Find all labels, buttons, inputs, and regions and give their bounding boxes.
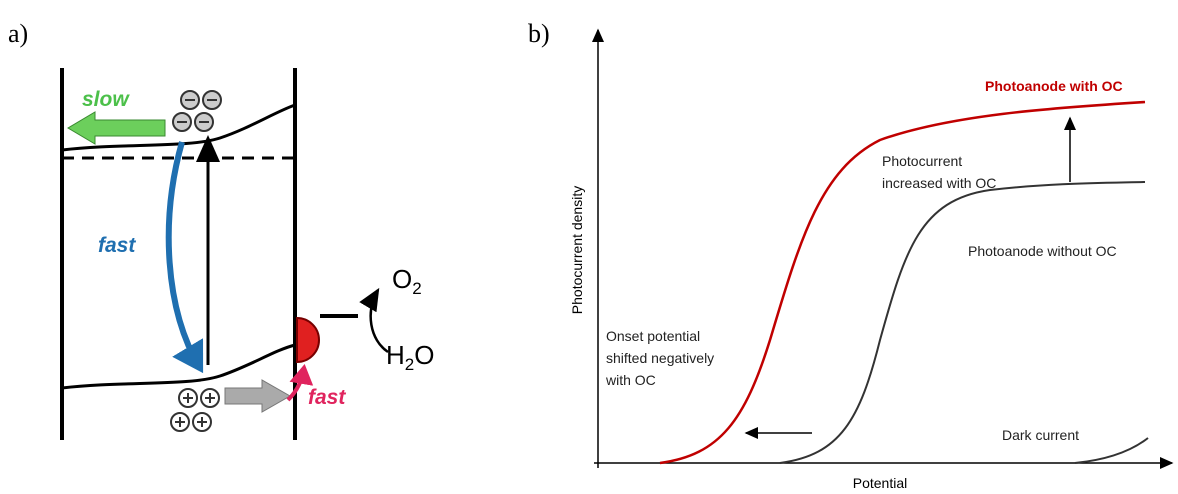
electrons	[172, 90, 222, 132]
onset-label: Onset potential	[606, 328, 700, 344]
curve-without-oc	[779, 181, 1146, 464]
dark-current-curve	[1074, 437, 1149, 464]
oxidation-arrow	[359, 287, 389, 354]
with-oc-label: Photoanode with OC	[985, 78, 1123, 94]
panel-a: a) slow fast fast O2 H2O	[8, 19, 434, 440]
h2o-label: H2O	[386, 340, 434, 374]
fast-label: fast	[98, 234, 136, 257]
fast-label: fast	[308, 386, 346, 409]
panel-label: a)	[8, 19, 28, 48]
increase-label: increased with OC	[882, 175, 996, 191]
cocatalyst	[296, 316, 320, 364]
without-oc-label: Photoanode without OC	[968, 243, 1117, 259]
h2o-sub: 2	[405, 355, 414, 374]
slow-label: slow	[82, 88, 130, 111]
valence-band	[61, 343, 296, 390]
h2o-pre: H	[386, 340, 405, 370]
hole-transfer-arrow	[224, 379, 292, 413]
dark-label: Dark current	[1002, 427, 1079, 443]
holes	[170, 388, 220, 432]
o2-label: O2	[392, 264, 422, 298]
onset-label: with OC	[605, 372, 656, 388]
recombination-arrow	[165, 141, 204, 374]
increase-label: Photocurrent	[882, 153, 962, 169]
curve-with-oc	[659, 100, 1146, 465]
slow-arrow	[67, 111, 166, 145]
x-axis-title: Potential	[853, 475, 907, 491]
panel-b: b) Photocurrent density Potential Photoa…	[528, 19, 1174, 491]
o2-sub: 2	[412, 279, 421, 298]
panel-label: b)	[528, 19, 550, 48]
y-axis-title: Photocurrent density	[569, 186, 585, 314]
o2-main: O	[392, 264, 412, 294]
onset-label: shifted negatively	[606, 350, 714, 366]
fast-hole-arrow	[286, 364, 314, 402]
h2o-post: O	[414, 340, 434, 370]
